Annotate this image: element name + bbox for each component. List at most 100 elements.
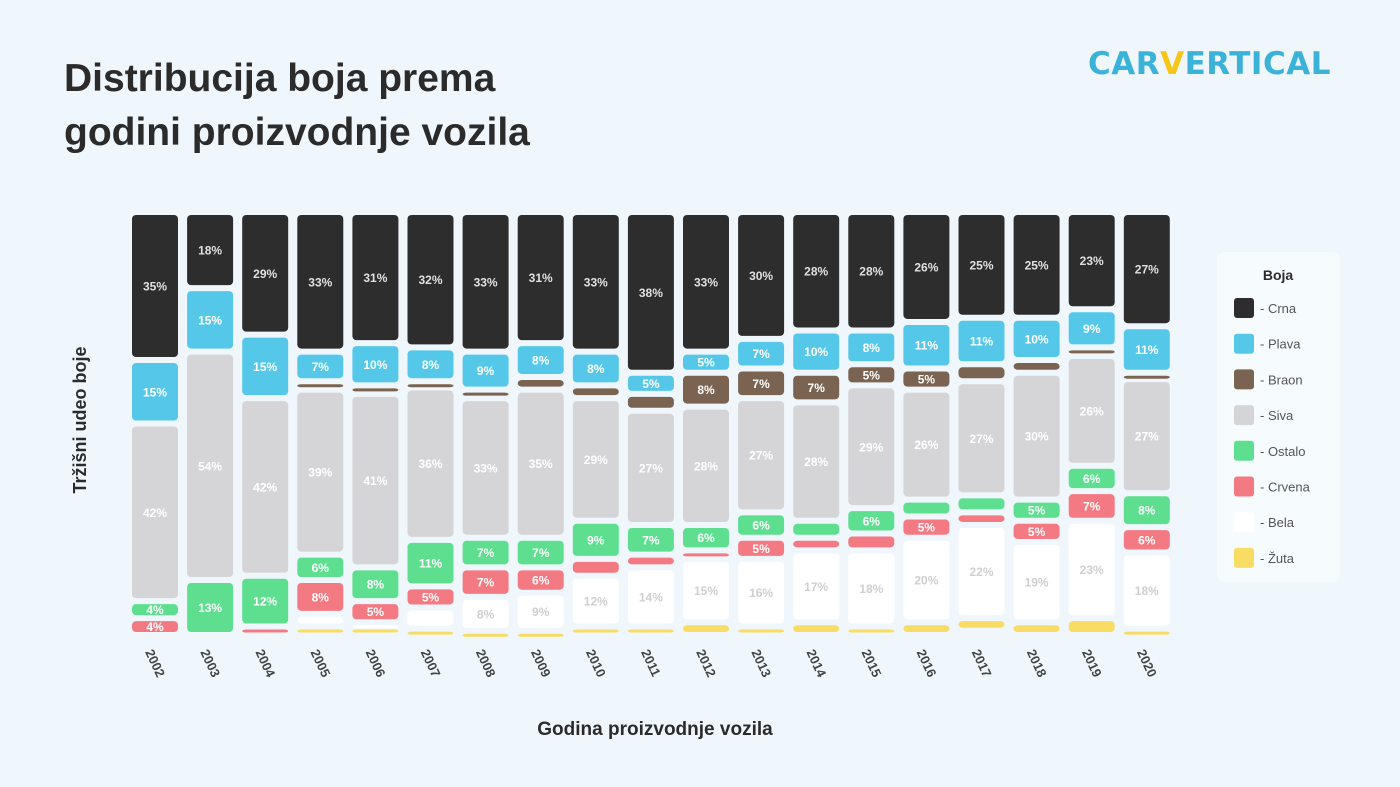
segment-plava-2010 xyxy=(572,354,619,383)
segment-siva-2004 xyxy=(242,401,289,573)
data-label: 9% xyxy=(477,364,495,378)
data-label: 25% xyxy=(969,258,993,272)
segment-ostalo-2010 xyxy=(572,523,619,556)
legend: Boja - Crna - Plava - Braon - Siva - Ostalo -… xyxy=(1217,252,1340,582)
data-label: 5% xyxy=(1028,525,1046,539)
data-label: 11% xyxy=(970,335,994,349)
data-label: 8% xyxy=(532,354,550,368)
segment-žuta-2011 xyxy=(627,629,674,633)
data-label: 5% xyxy=(918,373,936,387)
segment-žuta-2019 xyxy=(1068,621,1115,632)
legend-item-siva: - Siva xyxy=(1234,405,1294,426)
bar-2006: 31% 10% 41% 8% 5% xyxy=(352,215,399,633)
data-label: 29% xyxy=(253,267,277,281)
data-label: 28% xyxy=(859,265,883,279)
data-label: 8% xyxy=(1138,504,1156,518)
segment-crvena-2002 xyxy=(132,621,178,632)
data-label: 8% xyxy=(367,578,385,592)
x-tick-2005: 2005 xyxy=(308,647,334,680)
segment-siva-2003 xyxy=(187,354,234,578)
segment-crvena-2005 xyxy=(297,583,344,611)
data-label: 14% xyxy=(639,590,663,604)
legend-label: - Braon xyxy=(1260,372,1303,387)
legend-label: - Crvena xyxy=(1260,480,1311,495)
segment-bela-2016 xyxy=(903,540,950,620)
data-label: 27% xyxy=(749,449,773,463)
title-line-2: godini proizvodnje vozila xyxy=(64,111,530,154)
data-label: 18% xyxy=(859,582,883,596)
x-tick-2019: 2019 xyxy=(1079,647,1105,680)
x-tick-2003: 2003 xyxy=(197,647,223,680)
data-label: 8% xyxy=(697,383,715,397)
segment-crna-2006 xyxy=(352,215,399,341)
data-label: 4% xyxy=(146,620,164,634)
segment-braon-2020 xyxy=(1123,375,1170,379)
segment-crna-2012 xyxy=(683,215,729,349)
segment-braon-2013 xyxy=(738,371,785,396)
bar-2003: 18% 15% 54% 13% xyxy=(187,215,234,632)
data-label: 12% xyxy=(253,595,277,609)
data-label: 5% xyxy=(918,521,936,535)
segment-siva-2014 xyxy=(793,405,840,518)
legend-label: - Žuta xyxy=(1260,551,1295,566)
data-label: 13% xyxy=(198,601,222,615)
segment-crvena-2008 xyxy=(462,570,509,594)
segment-ostalo-2016 xyxy=(903,502,950,514)
bar-2019: 23% 9% 26% 6% 7% 23% xyxy=(1068,215,1115,632)
segment-crvena-2019 xyxy=(1068,494,1115,518)
data-label: 33% xyxy=(474,275,498,289)
bar-2011: 38% 5% 27% 7% 14% xyxy=(627,215,674,633)
data-label: 41% xyxy=(363,474,387,488)
segment-žuta-2020 xyxy=(1123,631,1170,635)
segment-crna-2013 xyxy=(738,215,785,336)
segment-braon-2015 xyxy=(848,367,895,383)
segment-crna-2016 xyxy=(903,215,950,319)
data-label: 6% xyxy=(1138,533,1156,547)
segment-plava-2019 xyxy=(1068,312,1115,345)
segment-crna-2015 xyxy=(848,215,895,328)
data-label: 33% xyxy=(308,275,332,289)
legend-item-bela: - Bela xyxy=(1234,512,1295,533)
segment-crna-2017 xyxy=(958,215,1005,315)
data-label: 27% xyxy=(639,461,663,475)
legend-item-braon: - Braon xyxy=(1234,369,1303,390)
segment-siva-2010 xyxy=(572,401,619,518)
segment-plava-2002 xyxy=(132,363,178,421)
data-label: 7% xyxy=(808,381,826,395)
data-label: 7% xyxy=(642,533,660,547)
segment-bela-2010 xyxy=(572,578,619,624)
title-line-1: Distribucija boja prema xyxy=(64,57,496,100)
segment-crna-2007 xyxy=(407,215,454,345)
segment-žuta-2018 xyxy=(1013,625,1060,632)
segment-žuta-2005 xyxy=(297,629,344,633)
segment-plava-2003 xyxy=(187,291,234,349)
bar-2014: 28% 10% 7% 28% 17% xyxy=(793,215,840,632)
segment-siva-2015 xyxy=(848,388,895,506)
data-label: 28% xyxy=(804,455,828,469)
segment-crna-2004 xyxy=(242,215,289,332)
x-tick-2004: 2004 xyxy=(252,647,278,680)
segment-ostalo-2014 xyxy=(793,523,840,535)
data-label: 39% xyxy=(308,466,332,480)
segment-crna-2011 xyxy=(627,215,674,370)
data-label: 28% xyxy=(804,265,828,279)
data-label: 7% xyxy=(477,546,495,560)
bar-2002: 35% 15% 42% 4% 4% xyxy=(132,215,178,634)
segment-ostalo-2002 xyxy=(132,604,178,616)
data-label: 17% xyxy=(804,580,828,594)
segment-ostalo-2011 xyxy=(627,528,674,552)
segment-siva-2013 xyxy=(738,401,785,510)
bar-2018: 25% 10% 30% 5% 5% 19% xyxy=(1013,215,1060,632)
segment-plava-2006 xyxy=(352,346,399,383)
data-label: 6% xyxy=(312,561,330,575)
data-label: 28% xyxy=(694,459,718,473)
data-label: 7% xyxy=(532,546,550,560)
data-label: 5% xyxy=(697,356,715,370)
data-label: 42% xyxy=(143,506,167,520)
segment-braon-2008 xyxy=(462,392,509,396)
data-label: 38% xyxy=(639,286,663,300)
segment-crvena-2016 xyxy=(903,519,950,535)
data-label: 7% xyxy=(752,347,770,361)
segment-siva-2008 xyxy=(462,401,509,535)
segment-siva-2020 xyxy=(1123,382,1170,491)
